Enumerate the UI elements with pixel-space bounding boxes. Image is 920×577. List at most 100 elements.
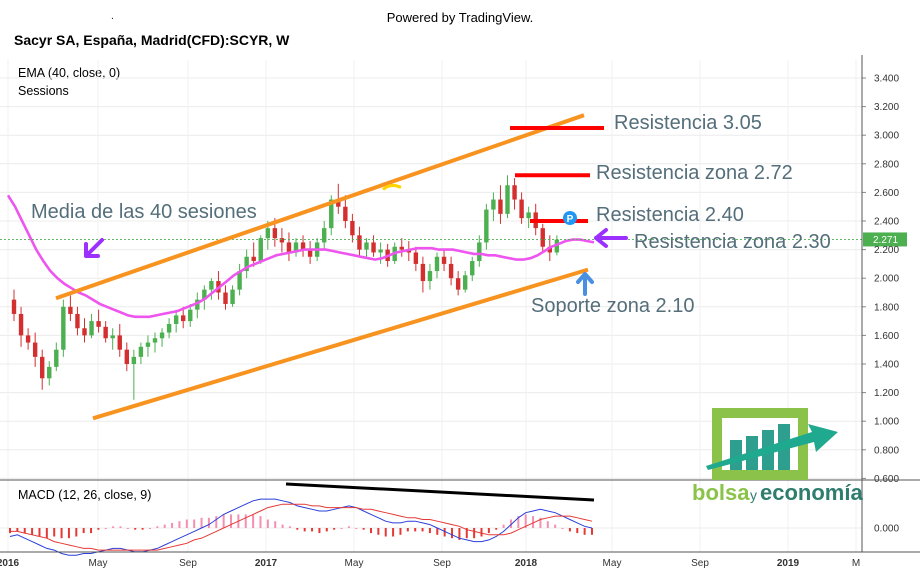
- candle-body: [117, 335, 122, 350]
- macd-histogram-bar: [465, 528, 468, 539]
- candle-body: [75, 313, 80, 329]
- macd-histogram-bar: [591, 528, 593, 535]
- macd-histogram-bar: [583, 528, 586, 535]
- annotation-ema_note: Media de las 40 sesiones: [31, 201, 257, 223]
- y-tick-label: 0.600: [874, 474, 899, 485]
- macd-histogram-bar: [347, 526, 350, 528]
- macd-histogram-bar: [303, 528, 306, 532]
- candle-body: [427, 271, 433, 282]
- candle-body: [230, 289, 235, 304]
- y-tick-label: 2.000: [874, 274, 899, 285]
- macd-histogram-bar: [9, 528, 11, 534]
- macd-histogram-bar: [414, 528, 417, 532]
- macd-histogram-bar: [428, 528, 431, 534]
- macd-divergence-line: [285, 482, 595, 502]
- y-tick-label: 1.200: [874, 388, 899, 399]
- macd-histogram-bar: [215, 516, 218, 528]
- macd-histogram-bar: [539, 517, 542, 528]
- candle-body: [54, 349, 59, 367]
- macd-histogram-bar: [38, 528, 41, 537]
- candle-body: [434, 256, 440, 272]
- macd-histogram-bar: [252, 514, 255, 528]
- annotation-resistance_305: Resistencia 3.05: [614, 112, 762, 134]
- last-price-label: 2.271: [873, 235, 898, 246]
- candle-body: [364, 242, 369, 250]
- macd-histogram-bar: [67, 528, 70, 539]
- candle-body: [336, 199, 341, 207]
- macd-histogram-bar: [333, 528, 336, 530]
- candle-body: [272, 228, 278, 239]
- macd-histogram-bar: [325, 528, 328, 532]
- macd-histogram-bar: [134, 528, 137, 530]
- marker-p-icon: [563, 211, 577, 225]
- candle-body: [25, 335, 31, 343]
- powered-by-text[interactable]: Powered by TradingView.: [386, 10, 534, 25]
- ema-indicator-label[interactable]: EMA (40, close, 0): [18, 66, 121, 80]
- macd-histogram-bar: [399, 528, 402, 535]
- candle-body: [244, 256, 249, 272]
- macd-line: [9, 498, 593, 556]
- candle-body: [32, 342, 38, 357]
- candle-body: [152, 338, 158, 343]
- macd-histogram-bar: [23, 528, 26, 534]
- macd-histogram-bar: [274, 521, 277, 528]
- x-tick-label: 2018: [515, 558, 538, 569]
- candle-body: [540, 228, 545, 247]
- candle-body: [512, 185, 517, 200]
- macd-histogram-bar: [16, 528, 19, 532]
- candle-body: [477, 242, 482, 262]
- x-tick-label: Sep: [179, 558, 197, 569]
- macd-histogram-bar: [451, 528, 454, 539]
- macd-histogram-bar: [288, 526, 291, 528]
- axes: 3.400 3.200 3.000 2.800 2.600 2.400 2.200 2.000…: [0, 55, 920, 569]
- candle-body: [455, 278, 461, 290]
- candle-body: [547, 246, 552, 253]
- macd-histogram-bar: [75, 528, 78, 537]
- y-tick-label: 2.200: [874, 245, 899, 256]
- candle-body: [68, 306, 73, 314]
- macd-histogram-bar: [421, 528, 424, 532]
- channel-lower-line: [92, 267, 589, 421]
- logo-word-bolsa: bolsa: [692, 480, 750, 505]
- macd-histogram-bar: [318, 528, 321, 534]
- sessions-indicator-label[interactable]: Sessions: [18, 84, 69, 98]
- candle-body: [110, 335, 115, 339]
- y-tick-label: 3.400: [874, 74, 899, 85]
- macd-histogram-bar: [532, 516, 535, 528]
- candle-body: [322, 228, 327, 243]
- candle-body: [223, 292, 228, 304]
- candle-body: [286, 242, 292, 253]
- candle-body: [124, 349, 129, 364]
- candle-body: [350, 221, 355, 236]
- macd-histogram-bar: [185, 519, 188, 528]
- annotation-resistance_272: Resistencia zona 2.72: [596, 162, 793, 184]
- macd-histogram-bar: [53, 528, 56, 537]
- candle-body: [307, 249, 313, 257]
- candle-body: [448, 263, 454, 279]
- candle-body: [293, 242, 299, 253]
- last-price-badge: [863, 232, 907, 247]
- macd-histogram-bar: [119, 526, 122, 528]
- macd-indicator-label[interactable]: MACD (12, 26, close, 9): [18, 488, 152, 502]
- candle-body: [498, 199, 503, 214]
- macd-histogram-bar: [141, 528, 144, 530]
- macd-histogram-bar: [171, 522, 174, 528]
- candle-body: [40, 356, 45, 379]
- candle-body: [251, 256, 256, 262]
- candle-body: [96, 321, 101, 327]
- macd-histogram-bar: [104, 528, 107, 529]
- macd-histogram-bar: [193, 519, 196, 528]
- candle-body: [209, 281, 214, 290]
- candle-body: [47, 366, 52, 379]
- macd-histogram-bar: [568, 528, 571, 532]
- candle-body: [159, 332, 165, 339]
- header-dot: .: [111, 11, 114, 22]
- candle-body: [82, 328, 87, 336]
- macd-histogram-bar: [509, 519, 512, 528]
- candle-body: [300, 242, 306, 250]
- macd-histogram-bar: [487, 528, 490, 534]
- candle-body: [202, 289, 207, 300]
- candle-body: [138, 346, 144, 357]
- x-tick-label: May: [345, 558, 364, 569]
